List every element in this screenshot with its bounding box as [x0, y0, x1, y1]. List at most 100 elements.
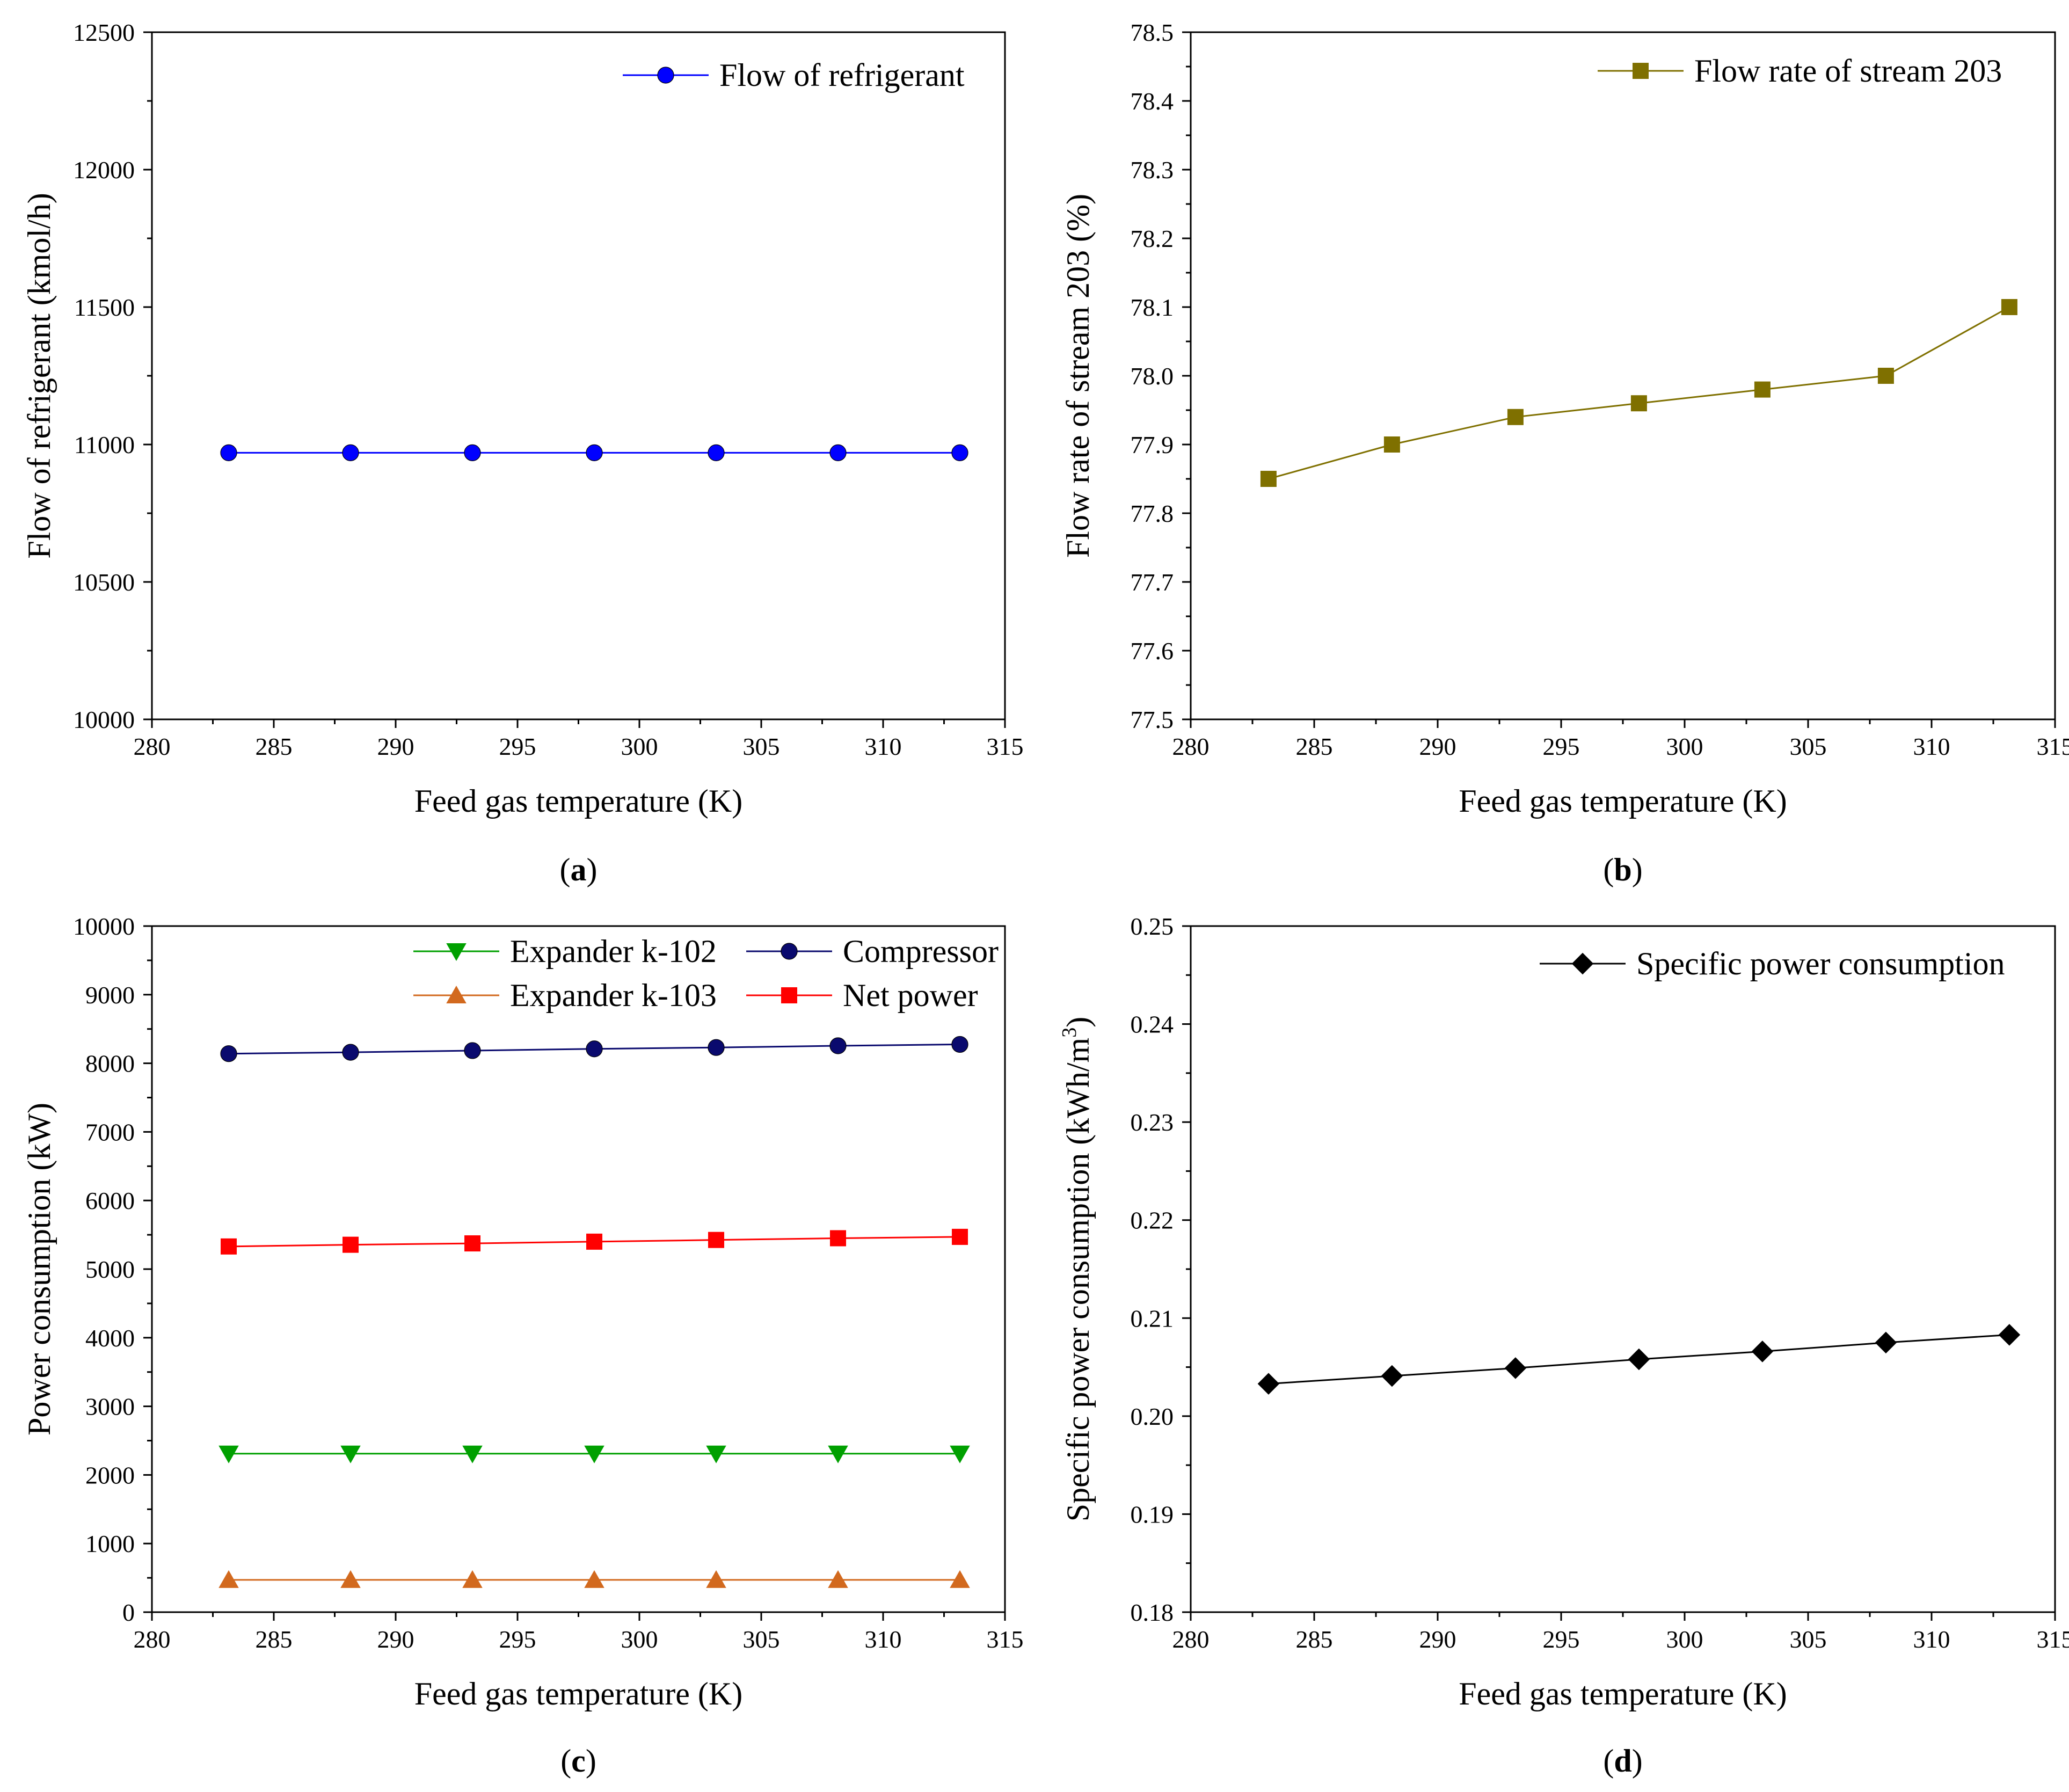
panel-label: (c) — [560, 1743, 596, 1779]
series-expander-k-102 — [218, 1445, 970, 1463]
legend: Expander k-102 Expander k-103 Compressor Ne… — [413, 934, 999, 1013]
data-point — [462, 1570, 483, 1588]
y-tick-label: 11000 — [74, 431, 135, 458]
data-point — [1381, 1365, 1403, 1387]
series-line — [1268, 306, 2010, 480]
y-axis-title-text: Flow of refrigerant (kmol/h) — [21, 193, 57, 558]
data-point — [1260, 471, 1277, 487]
data-point — [340, 1570, 361, 1588]
legend-label: Net power — [843, 978, 978, 1013]
y-tick-label: 4000 — [85, 1324, 135, 1352]
x-tick-label: 295 — [499, 733, 536, 760]
data-point — [1754, 381, 1771, 398]
y-tick-label: 3000 — [85, 1393, 135, 1421]
legend-label: Specific power consumption — [1636, 946, 2005, 981]
data-point — [218, 1570, 239, 1588]
y-tick-label: 78.4 — [1131, 88, 1174, 115]
x-tick-label: 290 — [1419, 733, 1456, 760]
panel-label-open: ( — [560, 852, 571, 887]
data-point — [1383, 436, 1400, 453]
data-point — [1877, 368, 1894, 384]
panel-label-open: ( — [1603, 1743, 1614, 1779]
panel-label-open: ( — [1603, 852, 1614, 887]
y-tick-label: 77.5 — [1131, 706, 1174, 733]
y-tick-label: 6000 — [85, 1187, 135, 1214]
data-point — [584, 1445, 604, 1463]
panel-label-letter: d — [1614, 1743, 1631, 1779]
plot-frame — [151, 31, 1006, 720]
data-point — [828, 1570, 848, 1588]
y-tick-label: 5000 — [85, 1256, 135, 1283]
panel-label-letter: c — [571, 1743, 586, 1779]
series-compressor — [220, 1036, 968, 1062]
y-tick-label: 77.8 — [1131, 500, 1174, 527]
data-point — [829, 444, 847, 461]
y-tick-label: 0.21 — [1131, 1305, 1174, 1332]
data-point — [464, 1042, 481, 1059]
x-tick-label: 300 — [621, 1626, 658, 1653]
data-point — [708, 1232, 725, 1248]
x-axis-title: Feed gas temperature (K) — [1459, 1676, 1787, 1711]
x-tick-label: 295 — [1543, 1626, 1580, 1653]
y-tick-label: 10000 — [73, 706, 135, 733]
data-point — [1507, 409, 1524, 425]
data-point — [220, 1045, 237, 1062]
y-tick-label: 77.7 — [1131, 569, 1174, 596]
data-point — [343, 1236, 359, 1253]
x-tick-label: 310 — [1913, 1626, 1950, 1653]
y-tick-label: 12500 — [73, 19, 135, 46]
data-point — [951, 1036, 968, 1053]
x-tick-label: 310 — [1913, 733, 1950, 760]
y-tick-label: 78.1 — [1131, 294, 1174, 321]
x-tick-label: 280 — [1172, 733, 1210, 760]
legend: Specific power consumption — [1540, 946, 2005, 981]
panel-label-close: ) — [586, 1743, 596, 1779]
legend-marker — [446, 986, 467, 1003]
legend-label: Compressor — [843, 934, 999, 969]
data-point — [950, 1445, 970, 1463]
x-axis-title: Feed gas temperature (K) — [414, 783, 742, 819]
series-net-power — [221, 1228, 968, 1255]
data-point — [708, 1039, 725, 1056]
plot-frame — [1190, 31, 2056, 720]
panel-label: (d) — [1603, 1743, 1642, 1779]
y-tick-label: 0.25 — [1131, 913, 1174, 940]
data-point — [830, 1230, 847, 1247]
legend-marker — [1571, 952, 1594, 975]
y-tick-label: 78.0 — [1131, 362, 1174, 390]
x-tick-label: 305 — [743, 1626, 780, 1653]
y-axis-title-text: Flow rate of stream 203 (%) — [1060, 194, 1096, 558]
data-point — [218, 1445, 239, 1463]
y-tick-label: 0.23 — [1131, 1109, 1174, 1136]
y-axis-title: Power consumption (kW) — [21, 1103, 57, 1436]
legend-marker — [657, 67, 674, 84]
panel-label-close: ) — [1632, 1743, 1643, 1779]
data-point — [342, 1044, 359, 1061]
data-point — [706, 1570, 726, 1588]
x-tick-label: 310 — [865, 733, 902, 760]
x-tick-label: 280 — [134, 733, 171, 760]
x-tick-label: 300 — [1666, 733, 1703, 760]
y-tick-label: 9000 — [85, 981, 135, 1009]
data-point — [462, 1445, 483, 1463]
y-tick-label: 1000 — [85, 1530, 135, 1557]
data-point — [220, 444, 237, 461]
series-specific-power-consumption — [1257, 1324, 2021, 1395]
x-tick-label: 290 — [377, 733, 414, 760]
y-tick-label: 77.6 — [1131, 637, 1174, 665]
data-point — [950, 1570, 970, 1588]
legend-marker — [1633, 63, 1649, 79]
data-point — [952, 1228, 968, 1245]
x-tick-label: 285 — [1296, 733, 1333, 760]
data-point — [1628, 1348, 1650, 1371]
data-point — [464, 444, 481, 461]
x-tick-label: 285 — [256, 733, 293, 760]
legend-marker — [446, 943, 467, 961]
panel-label-letter: b — [1614, 852, 1631, 887]
y-tick-label: 0.24 — [1131, 1011, 1174, 1038]
data-point — [1257, 1373, 1280, 1395]
chart-panel-c: 280 285 290 295 300 305 310 315 0 1000 2000 3000 400… — [21, 913, 1024, 1779]
y-tick-label: 12000 — [73, 156, 135, 184]
x-tick-label: 280 — [1172, 1626, 1210, 1653]
